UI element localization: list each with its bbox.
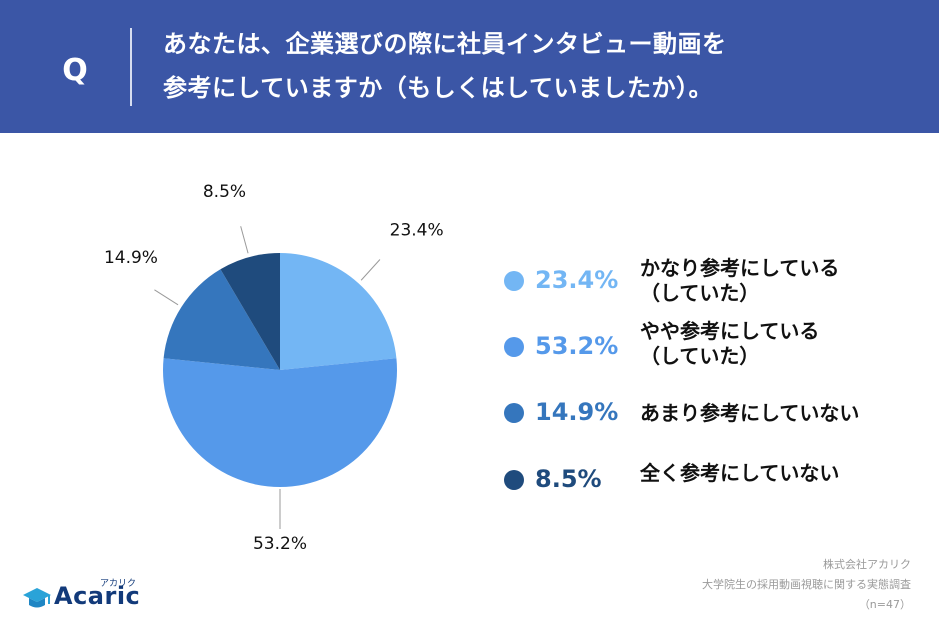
legend-label: かなり参考にしている （していた） [640, 256, 839, 306]
legend-item: 14.9% あまり参考にしていない [500, 385, 930, 435]
data-label: 23.4% [390, 221, 444, 241]
label-leader-line [154, 289, 179, 306]
question-line-1: あなたは、企業選びの際に社員インタビュー動画を [163, 30, 727, 58]
legend-item: 53.2% やや参考にしている （していた） [500, 313, 930, 368]
legend-label-line1: かなり参考にしている [640, 256, 840, 280]
legend-label-line2: （していた） [640, 281, 760, 305]
legend-label-line1: あまり参考にしていない [640, 401, 860, 425]
legend-item: 23.4% かなり参考にしている （していた） [500, 250, 930, 305]
acaric-logo: アカリク Acaric [22, 576, 152, 616]
legend-value: 53.2% [535, 332, 619, 360]
legend-value: 8.5% [535, 465, 602, 493]
data-label: 8.5% [203, 182, 246, 202]
legend-dot [504, 271, 524, 291]
legend-value: 14.9% [535, 398, 619, 426]
legend-dot [504, 337, 524, 357]
legend-label-line1: 全く参考にしていない [640, 461, 840, 485]
chart-panel [0, 133, 939, 625]
legend-label: あまり参考にしていない [640, 401, 859, 426]
label-leader-line [360, 259, 381, 281]
logo-text: Acaric [54, 582, 141, 610]
legend-label: やや参考にしている （していた） [640, 319, 819, 369]
pie-slice [163, 358, 397, 488]
legend-label: 全く参考にしていない [640, 461, 839, 486]
graduation-cap-icon [23, 588, 51, 608]
source-sample-size: （n=47） [858, 598, 911, 611]
data-label: 53.2% [253, 534, 307, 554]
source-note: 株式会社アカリク 大学院生の採用動画視聴に関する実態調査 （n=47） [702, 555, 911, 615]
pie-slice [163, 269, 280, 370]
question-line-2: 参考にしていますか（もしくはしていましたか）。 [163, 74, 714, 102]
pie-slice [280, 253, 397, 370]
legend-label-line2: （していた） [640, 344, 760, 368]
legend-item: 8.5% 全く参考にしていない [500, 453, 930, 503]
label-leader-line [240, 226, 249, 254]
legend-value: 23.4% [535, 266, 619, 294]
source-company: 株式会社アカリク [823, 558, 911, 571]
q-label: Q [62, 52, 88, 88]
pie-slice [220, 253, 280, 370]
legend-label-line1: やや参考にしている [640, 319, 820, 343]
question-title: あなたは、企業選びの際に社員インタビュー動画を 参考にしていますか（もしくはして… [163, 22, 923, 110]
header-divider [130, 28, 132, 106]
legend-dot [504, 403, 524, 423]
logo-kana: アカリク [100, 579, 137, 589]
legend: 23.4% かなり参考にしている （していた） 53.2% やや参考にしている … [500, 250, 930, 510]
source-survey: 大学院生の採用動画視聴に関する実態調査 [702, 578, 911, 591]
legend-dot [504, 470, 524, 490]
data-label: 14.9% [104, 248, 158, 268]
